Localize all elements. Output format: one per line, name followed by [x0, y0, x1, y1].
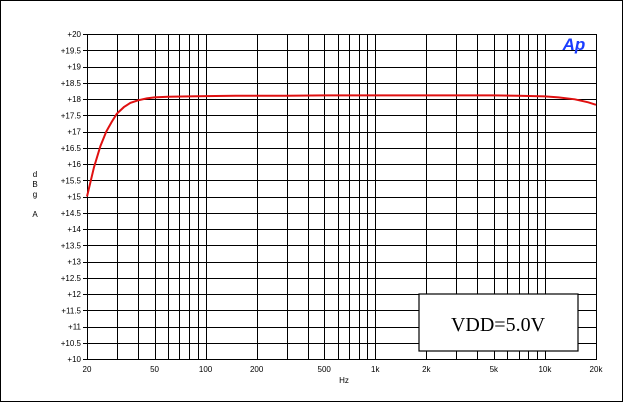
x-tick-label: 200 [250, 365, 264, 374]
x-tick-label: 5k [490, 365, 499, 374]
x-axis-label: Hz [339, 376, 349, 385]
y-tick-label: +10.5 [61, 339, 82, 348]
ap-logo: Ap [562, 35, 586, 54]
y-tick-label: +14 [67, 225, 81, 234]
y-tick-label: +17.5 [61, 111, 82, 120]
annotation-text: VDD=5.0V [451, 314, 546, 336]
y-axis-label-line: A [32, 210, 38, 219]
y-tick-label: +17 [67, 128, 81, 137]
y-tick-label: +16.5 [61, 144, 82, 153]
y-axis-label: dBg A [32, 170, 38, 219]
y-axis-label-line: g [33, 190, 37, 199]
y-axis-label-line: d [33, 170, 37, 179]
x-tick-label: 20 [83, 365, 92, 374]
x-tick-label: 20k [590, 365, 604, 374]
plot-border [87, 34, 597, 360]
annotation-box: VDD=5.0V [418, 293, 579, 352]
x-tick-label: 2k [422, 365, 431, 374]
y-tick-label: +19.5 [61, 46, 82, 55]
grid-layer [83, 34, 597, 360]
y-tick-label: +15 [67, 193, 81, 202]
y-tick-label: +16 [67, 160, 81, 169]
y-tick-label: +19 [67, 63, 81, 72]
y-tick-label: +18 [67, 95, 81, 104]
x-tick-label: 50 [150, 365, 159, 374]
x-tick-label: 1k [371, 365, 380, 374]
y-axis-label-line: B [32, 180, 37, 189]
series-line [86, 94, 597, 197]
x-tick-label: 100 [199, 365, 213, 374]
y-tick-labels: +20 +19.5 +19 +18.5 +18 +17.5 +17 +16.5 +16 +15.5… [61, 30, 82, 364]
x-tick-label: 10k [538, 365, 552, 374]
y-tick-label: +18.5 [61, 79, 82, 88]
x-tick-labels: 20 50 100 200 500 1k 2k 5k 10k 20k [83, 365, 604, 374]
series-layer [86, 94, 597, 197]
y-tick-label: +13 [67, 258, 81, 267]
y-tick-label: +15.5 [61, 176, 82, 185]
y-tick-label: +12.5 [61, 274, 82, 283]
y-tick-label: +20 [67, 30, 81, 39]
y-tick-label: +14.5 [61, 209, 82, 218]
y-tick-label: +10 [67, 355, 81, 364]
y-tick-label: +12 [67, 290, 81, 299]
y-tick-label: +11 [68, 323, 82, 332]
y-tick-label: +11.5 [61, 306, 81, 315]
annotation-border [418, 293, 579, 352]
y-tick-label: +13.5 [61, 241, 82, 250]
x-tick-label: 500 [318, 365, 332, 374]
